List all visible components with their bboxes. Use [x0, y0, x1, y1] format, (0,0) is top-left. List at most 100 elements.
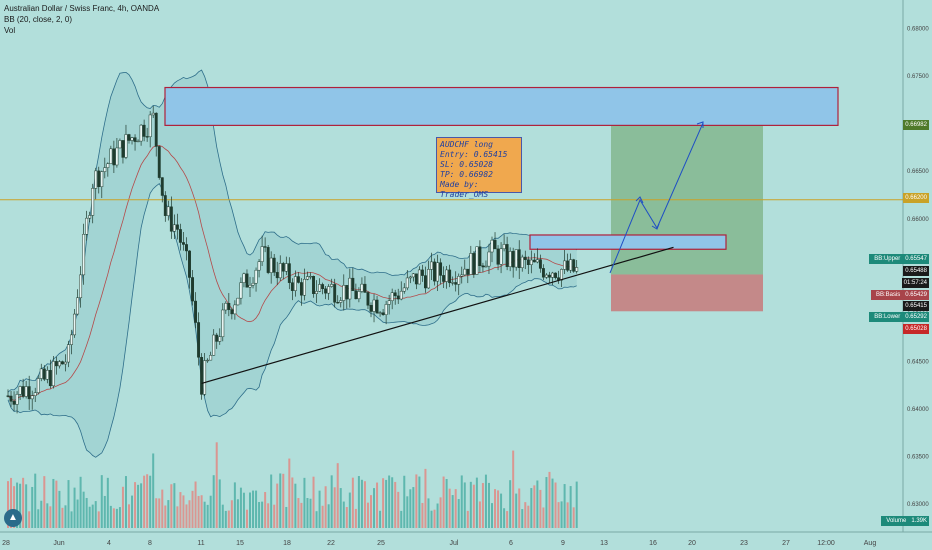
volume-bar	[131, 495, 134, 528]
volume-bar	[88, 506, 91, 528]
volume-bar	[376, 482, 379, 528]
volume-bar	[176, 506, 179, 528]
candle	[163, 195, 167, 216]
volume-bar	[397, 491, 400, 528]
x-tick-label: 9	[561, 540, 565, 547]
candle	[221, 309, 225, 338]
candle	[100, 171, 104, 188]
volume-bar	[339, 488, 342, 528]
volume-bar	[500, 493, 503, 528]
volume-bar	[391, 477, 394, 528]
volume-bar	[551, 478, 554, 528]
candle	[239, 282, 243, 299]
candle	[560, 269, 564, 281]
candle	[336, 302, 340, 304]
candle	[73, 313, 76, 336]
candle	[284, 263, 288, 272]
volume-bar	[285, 506, 288, 528]
volume-bar	[149, 475, 152, 528]
volume-bar	[318, 490, 321, 528]
volume-bar	[182, 495, 185, 528]
candle	[275, 272, 279, 279]
y-tick-label: 0.68000	[907, 27, 929, 33]
volume-bar	[115, 508, 118, 528]
volume-bar	[19, 483, 22, 528]
entry-zone	[529, 234, 727, 250]
candle	[203, 360, 207, 395]
candle	[30, 395, 34, 400]
volume-bar	[430, 510, 433, 528]
volume-indicator-label[interactable]: Vol	[4, 26, 16, 35]
candle	[272, 257, 276, 273]
candle	[548, 274, 551, 278]
candle	[484, 265, 488, 268]
volume-bar	[366, 502, 369, 528]
volume-bar	[354, 508, 357, 528]
candle	[157, 146, 161, 178]
volume-bar	[439, 497, 442, 528]
candle	[42, 368, 46, 380]
candle	[172, 224, 176, 232]
volume-bar	[442, 476, 445, 528]
candle	[572, 259, 576, 272]
volume-bar	[200, 495, 203, 528]
candle	[70, 334, 73, 345]
volume-bar	[481, 483, 484, 528]
candle	[541, 268, 545, 278]
volume-bar	[137, 484, 140, 528]
candle	[372, 299, 376, 312]
candle	[263, 246, 267, 248]
volume-bar	[297, 498, 300, 528]
y-tick-label: 0.67500	[907, 74, 929, 80]
candle	[257, 261, 261, 271]
volume-bar	[400, 510, 403, 528]
candle	[194, 300, 198, 323]
candle	[18, 386, 22, 395]
candle	[254, 269, 258, 284]
volume-bar	[345, 507, 348, 528]
volume-bar	[466, 510, 469, 528]
candle	[390, 292, 394, 301]
candle	[514, 249, 518, 268]
candle	[442, 275, 446, 282]
volume-bar	[22, 477, 25, 528]
candle	[408, 276, 412, 279]
candle	[118, 140, 122, 149]
candle	[478, 246, 482, 266]
volume-bar	[388, 475, 391, 528]
x-tick-label: 13	[600, 540, 608, 547]
volume-bar	[394, 481, 397, 528]
volume-bar	[215, 442, 218, 528]
volume-bar	[560, 501, 563, 528]
trade-note[interactable]: AUDCHF long Entry: 0.65415 SL: 0.65028 T…	[436, 137, 522, 199]
x-tick-label: 15	[236, 540, 244, 547]
candle	[151, 112, 155, 116]
volume-bar	[164, 505, 167, 528]
note-line: SL: 0.65028	[440, 160, 493, 169]
volume-bar	[448, 488, 451, 528]
candle	[54, 361, 58, 367]
volume-bar	[572, 507, 575, 528]
candle	[357, 291, 361, 300]
volume-bar	[569, 486, 572, 528]
volume-bar	[264, 492, 267, 528]
volume-bar	[436, 503, 439, 528]
candle	[563, 260, 567, 270]
symbol-title[interactable]: Australian Dollar / Swiss Franc, 4h, OAN…	[4, 4, 160, 13]
candle	[21, 386, 25, 397]
candle	[218, 336, 222, 342]
tradingview-logo-icon[interactable]: ▲	[4, 509, 22, 527]
y-tick-label: 0.63500	[907, 455, 929, 461]
candle	[433, 261, 436, 282]
volume-bar	[91, 504, 94, 528]
candle	[39, 368, 43, 379]
candle	[88, 215, 92, 219]
candle	[348, 277, 352, 300]
candle	[188, 250, 191, 278]
candle	[227, 302, 231, 310]
candle	[97, 170, 101, 188]
volume-bar	[152, 453, 155, 528]
bb-indicator-label[interactable]: BB (20, close, 2, 0)	[4, 15, 73, 24]
